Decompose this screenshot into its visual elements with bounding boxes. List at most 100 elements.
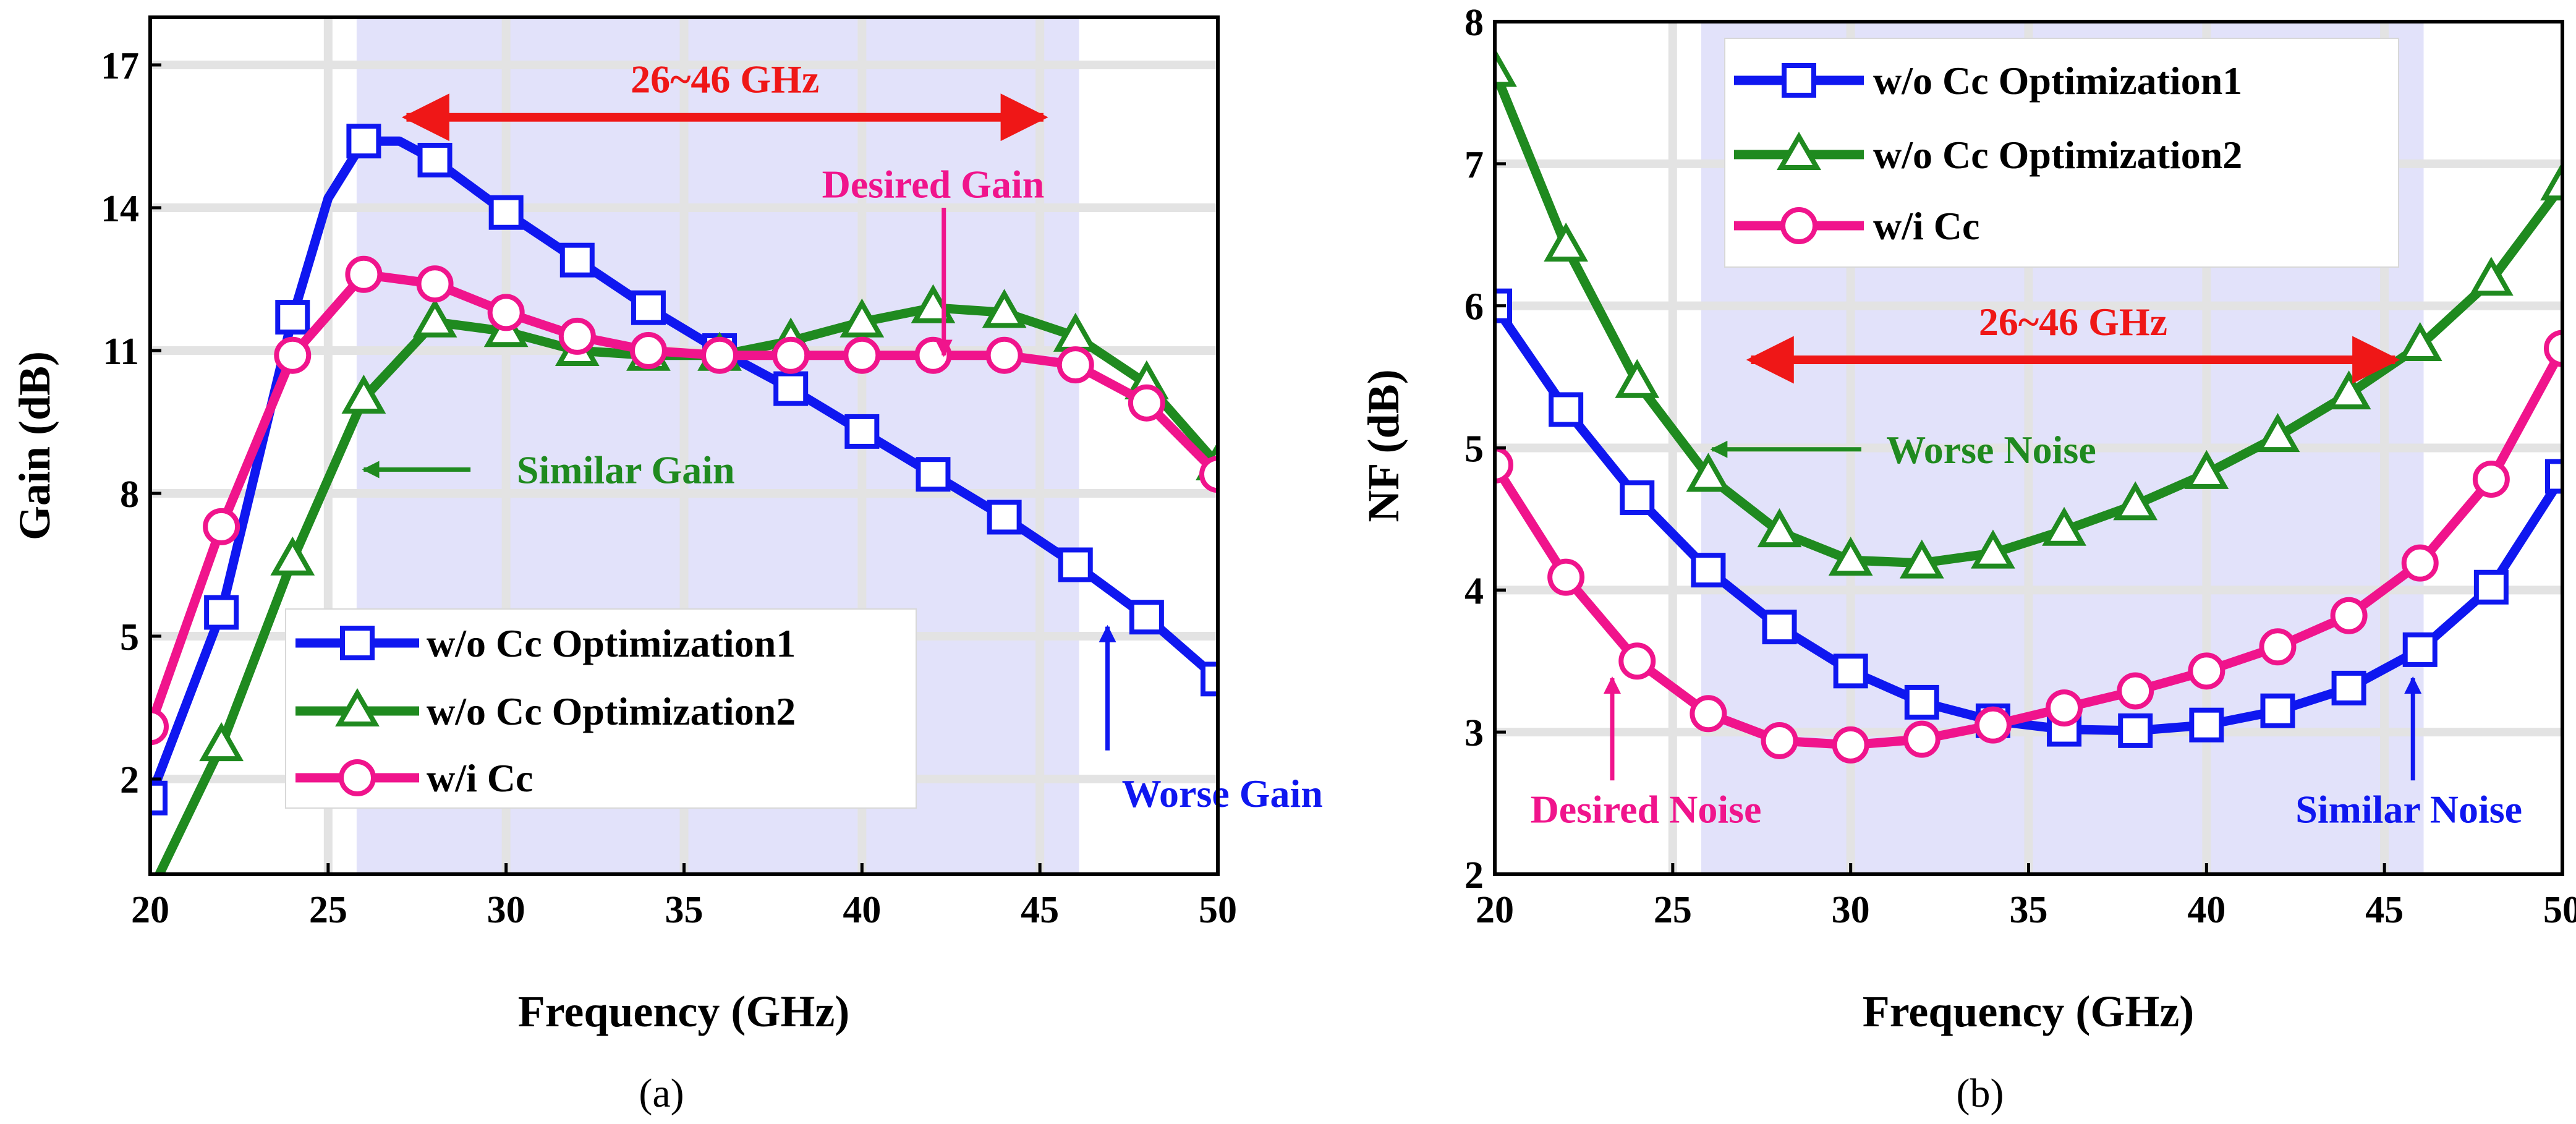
data-point-circle [416,265,454,303]
x-tick-label: 40 [2187,889,2225,931]
x-axis-title: Frequency (GHz) [1863,987,2195,1036]
y-tick-label: 3 [1464,712,1484,754]
band-range-label: 26~46 GHz [631,57,819,101]
data-point-circle [2401,544,2439,582]
data-point-triangle [840,298,885,338]
data-point-circle [1618,642,1656,680]
x-tick-label: 25 [309,889,347,931]
legend-label-series-3: w/i Cc [1873,204,1979,248]
data-point-triangle [1828,536,1873,576]
y-tick-label: 7 [1464,144,1484,186]
data-point-circle [2259,628,2297,666]
data-point-circle [2544,330,2562,367]
data-point-circle [2117,672,2154,710]
data-point-triangle [412,298,457,338]
data-point-circle [843,336,881,374]
similar-gain-annotation: Similar Gain [517,448,735,492]
desired-gain-annotation: Desired Gain [822,163,1045,206]
data-point-square [275,300,310,335]
data-point-circle [1495,446,1513,484]
data-point-circle [2330,597,2368,634]
legend-label-series-2: w/o Cc Optimization2 [427,689,796,733]
x-tick-label: 45 [1021,889,1059,931]
y-tick-label: 8 [1464,2,1484,44]
legend-label-series-1: w/o Cc Optimization1 [427,621,796,665]
legend-square-marker [340,626,375,660]
data-point-triangle [2184,449,2229,489]
data-point-triangle [270,536,315,576]
data-point-circle [629,332,667,369]
data-point-square [987,500,1022,535]
noise-figure-chart: 26~46 GHz Worse Noise Desired Noise Simi… [1359,2,2576,1116]
data-point-circle [1128,384,1165,422]
data-point-triangle [1495,48,1517,87]
data-point-circle [150,708,169,746]
data-point-square [2402,632,2438,667]
data-point-square [2473,569,2509,605]
legend-label-series-3: w/i Cc [427,756,533,800]
y-axis-title: NF (dB) [1359,369,1408,522]
x-tick-label: 50 [1199,889,1237,931]
x-tick-label: 30 [487,889,525,931]
data-point-square [2260,693,2295,728]
legend-square-marker [1782,63,1816,98]
series-line-series-3 [150,270,1218,728]
data-point-square [1904,684,1939,720]
data-point-circle [1199,456,1218,493]
similar-noise-annotation: Similar Noise [2295,787,2522,831]
x-tick-label: 30 [1832,889,1870,931]
legend-circle-marker [1780,207,1817,244]
y-tick-label: 2 [120,759,139,801]
data-point-circle [701,336,739,374]
data-point-circle [1056,346,1094,384]
x-tick-label: 40 [843,889,881,931]
legend-triangle-marker [1777,132,1821,170]
data-point-circle [1761,722,1798,759]
data-point-triangle [341,374,386,414]
data-point-triangle [2540,161,2562,201]
data-point-circle [1974,706,2012,744]
x-tick-label: 45 [2365,889,2404,931]
data-point-circle [772,336,810,374]
data-point-square [1620,480,1655,515]
data-point-square [488,195,524,230]
data-point-circle [558,317,596,355]
y-tick-label: 14 [101,188,139,230]
x-tick-label: 20 [131,889,169,931]
data-point-circle [487,294,525,331]
data-point-circle [203,508,240,545]
data-point-triangle [1971,529,2015,569]
y-tick-label: 17 [101,45,139,87]
data-point-circle [985,336,1023,374]
legend-circle-marker [339,759,376,796]
data-point-triangle [2468,257,2514,296]
y-tick-label: 6 [1464,286,1484,328]
legend-label-series-2: w/o Cc Optimization2 [1873,133,2242,177]
data-point-square [1762,610,1797,645]
data-point-circle [1832,726,1869,764]
band-range-label: 26~46 GHz [1979,300,2167,344]
data-point-circle [1690,695,1727,733]
data-point-square [916,457,951,492]
data-point-triangle [1615,359,1660,398]
x-axis-ticks: 20 25 30 35 40 45 50 [131,863,1237,931]
legend: w/o Cc Optimization1 w/o Cc Optimization… [1724,38,2399,268]
y-axis-ticks: 2 3 4 5 6 7 8 [1464,2,1506,896]
data-point-square [2545,459,2562,494]
data-point-square [2118,713,2153,748]
data-point-square [2331,670,2366,705]
x-tick-label: 35 [2010,889,2048,931]
data-point-square [773,371,809,406]
data-point-triangle [199,722,244,762]
data-point-square [1129,600,1164,635]
data-point-triangle [982,289,1027,328]
gain-chart: 26~46 GHz Desired Gain Similar Gain Wors… [10,15,1323,1116]
data-point-circle [2188,652,2225,690]
data-point-square [1833,654,1868,689]
x-tick-label: 35 [665,889,704,931]
data-point-square [2189,707,2224,743]
data-point-square [1201,662,1218,697]
x-tick-label: 25 [1654,889,1692,931]
data-point-triangle [2397,321,2442,362]
